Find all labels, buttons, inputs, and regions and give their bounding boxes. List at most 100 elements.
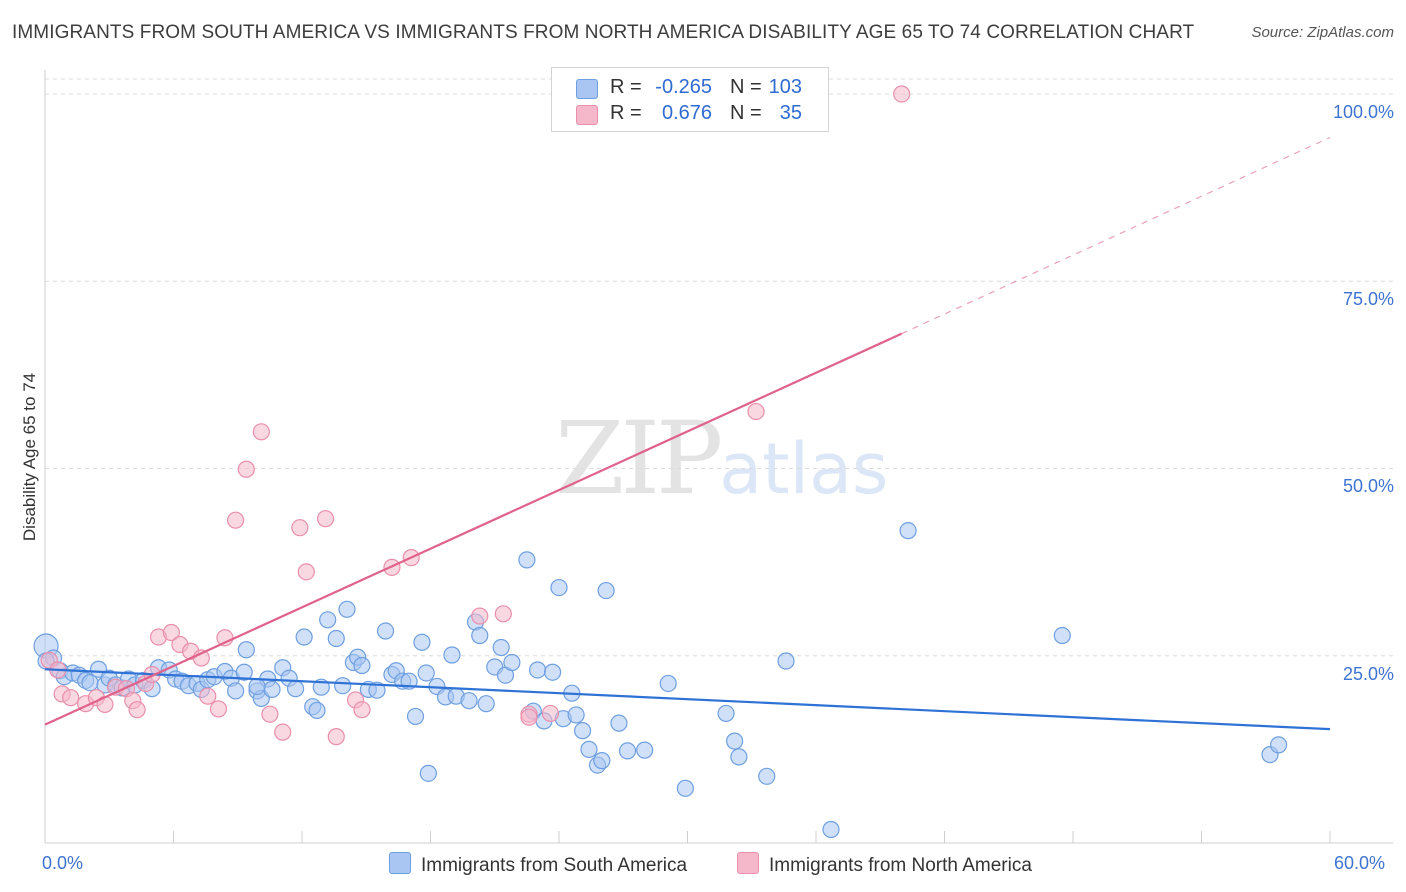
- south-america-point: [413, 633, 431, 651]
- south-america-point: [1053, 626, 1071, 645]
- north-america-point: [353, 701, 371, 719]
- correlation-legend: R = -0.265 N = 103 R = 0.676 N = 35: [551, 67, 829, 132]
- legend-r-label: R =: [610, 102, 642, 124]
- y-axis-label: Disability Age 65 to 74: [20, 372, 39, 542]
- south-america-point: [477, 695, 495, 713]
- north-america-point: [227, 511, 245, 529]
- north-america-point: [747, 402, 765, 421]
- south-america-point: [248, 677, 266, 696]
- legend-label-south: Immigrants from South America: [421, 855, 688, 876]
- north-america-point: [128, 701, 146, 719]
- north-america-point: [327, 728, 345, 746]
- south-america-point: [471, 626, 489, 645]
- legend-label-north: Immigrants from North America: [769, 855, 1032, 876]
- y-tick-label: 75.0%: [1342, 289, 1394, 310]
- north-america-point: [316, 510, 335, 528]
- north-america-trend-line: [44, 332, 903, 726]
- south-america-point: [726, 732, 744, 750]
- legend-n-value: 103: [768, 76, 802, 98]
- south-america-point: [567, 706, 585, 724]
- legend-row-south: R = -0.265 N = 103: [552, 76, 828, 102]
- source-note: Source: ZipAtlas.com: [1251, 24, 1394, 41]
- south-america-point: [528, 661, 547, 679]
- south-america-trend-line: [44, 668, 1331, 731]
- north-america-point: [274, 723, 292, 741]
- axes: [44, 70, 1393, 844]
- south-america-point: [286, 680, 305, 698]
- south-america-points: [33, 522, 1288, 839]
- south-america-point: [406, 707, 425, 726]
- north-america-point: [261, 705, 279, 723]
- south-america-point: [492, 638, 510, 657]
- x-tick-label-left: 0.0%: [42, 853, 84, 873]
- south-america-point: [676, 779, 694, 797]
- legend-item-south-america[interactable]: Immigrants from South America: [389, 852, 687, 877]
- south-america-point: [618, 742, 637, 760]
- grid-lines: [45, 78, 1393, 657]
- legend-swatch-south: [576, 79, 598, 99]
- south-america-point: [758, 767, 776, 785]
- south-america-point: [573, 722, 592, 740]
- south-america-point: [822, 820, 840, 839]
- south-america-point: [899, 522, 917, 540]
- south-america-point: [636, 741, 654, 759]
- y-tick-label: 100.0%: [1332, 101, 1394, 122]
- legend-r-label: R =: [610, 76, 642, 98]
- legend-r-value: -0.265: [655, 76, 712, 98]
- series-legend: Immigrants from South America Immigrants…: [0, 852, 1406, 878]
- north-america-point: [291, 519, 309, 537]
- north-america-point: [237, 460, 255, 478]
- legend-item-north-america[interactable]: Immigrants from North America: [737, 852, 1032, 877]
- south-america-point: [730, 748, 748, 766]
- north-america-point: [252, 423, 270, 441]
- south-america-point: [237, 641, 255, 659]
- north-america-point: [199, 687, 217, 705]
- south-america-point: [443, 646, 461, 664]
- south-america-point: [338, 600, 356, 618]
- south-america-point: [543, 663, 562, 681]
- north-america-point: [893, 85, 911, 103]
- south-america-point: [419, 764, 437, 782]
- legend-swatch-north: [576, 105, 598, 125]
- legend-n-label: N =: [730, 76, 762, 98]
- south-america-point: [263, 680, 281, 699]
- south-america-point: [503, 653, 521, 672]
- south-america-point: [227, 682, 245, 700]
- north-america-point: [62, 689, 80, 707]
- legend-swatch-south: [389, 852, 411, 874]
- south-america-point: [334, 677, 352, 695]
- south-america-point: [417, 664, 435, 682]
- south-america-point: [327, 629, 345, 648]
- south-america-point: [308, 701, 326, 720]
- y-tick-label: 25.0%: [1342, 663, 1394, 684]
- south-america-point: [368, 681, 386, 699]
- north-america-trend-extension: [901, 136, 1331, 335]
- south-america-point: [319, 611, 337, 629]
- south-america-point: [550, 578, 568, 597]
- south-america-point: [580, 740, 598, 758]
- south-america-point: [376, 622, 395, 640]
- x-tick-label-right: 60.0%: [1334, 853, 1386, 873]
- south-america-point: [295, 628, 313, 646]
- south-america-point: [777, 652, 795, 670]
- south-america-point: [460, 692, 478, 710]
- north-america-point: [520, 708, 538, 726]
- south-america-point: [1269, 736, 1288, 754]
- legend-n-label: N =: [730, 102, 762, 124]
- north-america-point: [162, 623, 180, 642]
- south-america-point: [659, 674, 677, 693]
- south-america-point: [610, 714, 628, 732]
- north-america-point: [541, 704, 560, 723]
- chart-title: IMMIGRANTS FROM SOUTH AMERICA VS IMMIGRA…: [12, 22, 1195, 43]
- south-america-point: [593, 752, 611, 770]
- south-america-point: [717, 704, 735, 723]
- north-america-points: [40, 85, 911, 746]
- south-america-point: [235, 663, 253, 681]
- trend-lines: [44, 136, 1331, 731]
- south-america-point: [597, 581, 615, 600]
- legend-r-value: 0.676: [661, 102, 712, 124]
- south-america-point: [353, 656, 371, 675]
- legend-swatch-north: [737, 852, 759, 874]
- y-tick-label: 50.0%: [1342, 476, 1394, 497]
